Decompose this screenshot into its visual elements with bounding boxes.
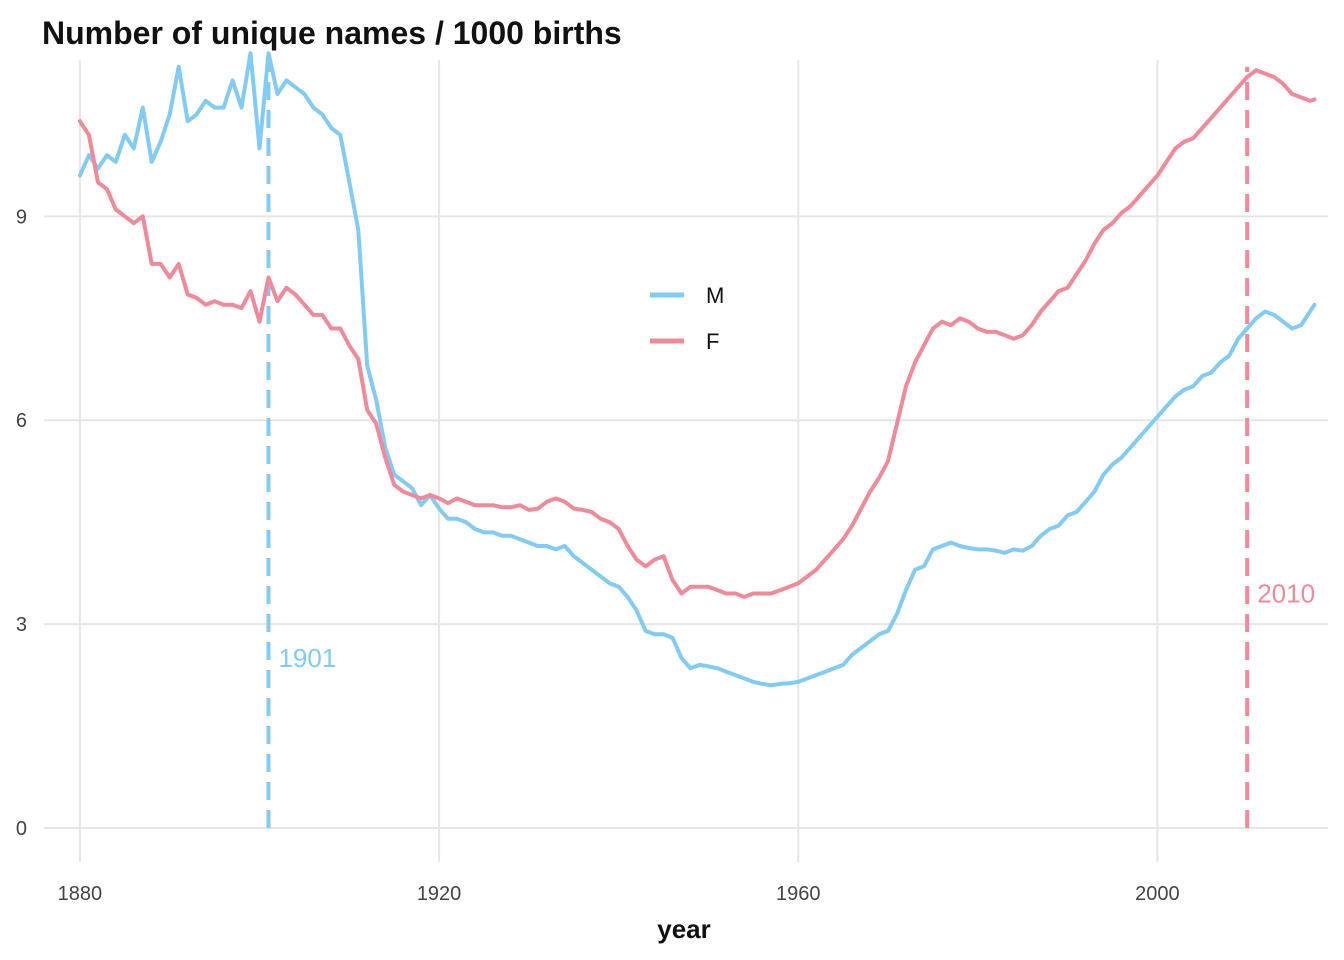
annotation-label: 2010: [1257, 579, 1315, 609]
y-tick-label: 9: [16, 206, 27, 228]
legend: MF: [650, 283, 724, 354]
grid: [44, 60, 1328, 862]
annotation-label: 1901: [278, 643, 336, 673]
legend-label: M: [706, 283, 724, 308]
y-tick-label: 0: [16, 818, 27, 840]
x-tick-label: 1960: [776, 883, 821, 905]
chart-title: Number of unique names / 1000 births: [42, 15, 622, 51]
x-tick-label: 1920: [417, 883, 462, 905]
reference-lines: [266, 66, 1250, 829]
series-line-M: [77, 51, 1317, 688]
y-tick-label: 6: [16, 410, 27, 432]
x-axis-title: year: [657, 914, 711, 944]
annotations: 1901 2010: [278, 579, 1315, 674]
x-axis-ticks: 1880 1920 1960 2000: [58, 883, 1180, 905]
y-axis-ticks: 0 3 6 9: [16, 206, 27, 840]
series-lines: [77, 51, 1317, 688]
series-line-F: [77, 68, 1317, 599]
legend-label: F: [706, 329, 719, 354]
x-tick-label: 2000: [1135, 883, 1180, 905]
x-tick-label: 1880: [58, 883, 103, 905]
y-tick-label: 3: [16, 614, 27, 636]
